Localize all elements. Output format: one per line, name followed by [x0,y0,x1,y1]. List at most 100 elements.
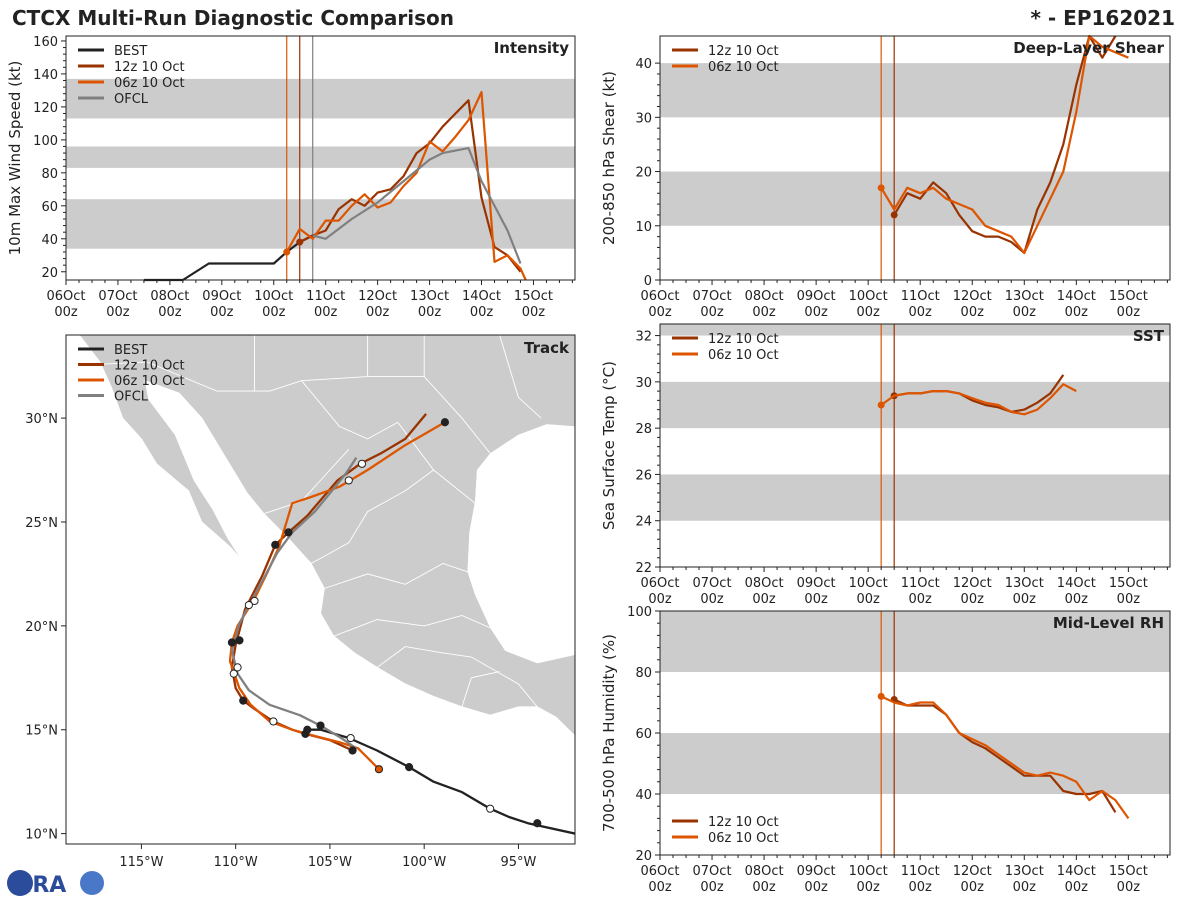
x-tick-label-date: 15Oct [1109,576,1148,591]
x-tick-label-hour: 00z [961,880,985,895]
legend-label-best: BEST [114,343,147,358]
sst-panel: 22242628303206Oct00z07Oct00z08Oct00z09Oc… [600,323,1171,607]
state-border [310,469,434,564]
x-tick-label-date: 09Oct [797,864,836,879]
legend-label-run12: 12z 10 Oct [708,815,779,830]
x-tick-label-date: 06Oct [640,864,679,879]
x-tick-label-hour: 00z [752,880,776,895]
x-tick-label-date: 14Oct [1057,576,1096,591]
y-tick-label: 10 [635,220,652,235]
series-line-run12 [299,99,522,273]
legend-label-run12: 12z 10 Oct [114,60,185,75]
legend-label-run06: 06z 10 Oct [708,60,779,75]
y-tick-label: 22 [635,561,652,576]
legend-label-ofcl: OFCL [114,92,149,107]
shade-band [660,381,1170,429]
figure-title: CTCX Multi-Run Diagnostic Comparison [12,6,454,30]
rh-panel: 2040608010006Oct00z07Oct00z08Oct00z09Oct… [600,605,1171,895]
x-tick-label-hour: 00z [366,305,390,320]
series-line-run06 [880,383,1077,416]
x-tick-label-date: 12Oct [953,864,992,879]
x-tick-label-date: 09Oct [202,289,241,304]
x-tick-label-hour: 00z [648,305,672,320]
x-tick-label-date: 10Oct [254,289,293,304]
x-tick-label-hour: 00z [106,305,130,320]
y-tick-label: 60 [41,200,58,215]
x-tick-label-hour: 00z [648,880,672,895]
y-tick-label: 24 [635,515,652,530]
series-line-run12 [893,34,1117,254]
y-tick-label: 0 [644,274,652,289]
x-tick-label-hour: 00z [1013,305,1037,320]
x-tick-label-date: 15Oct [1109,864,1148,879]
lon-tick-label: 115°W [119,855,163,870]
x-tick-label-hour: 00z [210,305,234,320]
x-tick-label-hour: 00z [158,305,182,320]
track-point-run12 [235,636,244,645]
series-line-run06 [285,90,527,281]
lat-tick-label: 10°N [25,828,58,843]
x-tick-label-hour: 00z [752,305,776,320]
track-line-best [305,728,575,835]
x-tick-label-hour: 00z [856,592,880,607]
x-tick-label-date: 06Oct [640,289,679,304]
panel-title: SST [1133,327,1165,345]
shade-band [66,146,575,168]
x-tick-label-date: 14Oct [1057,864,1096,879]
track-point-run06 [303,725,312,734]
legend-label-best: BEST [114,44,147,59]
x-tick-label-hour: 00z [262,305,286,320]
x-tick-label-hour: 00z [1117,880,1141,895]
init-point-run06 [877,692,885,700]
x-tick-label-date: 06Oct [640,576,679,591]
track-point-run06 [250,596,259,606]
x-tick-label-hour: 00z [648,592,672,607]
x-tick-label-hour: 00z [961,592,985,607]
series-line-run12 [893,698,1117,813]
x-tick-label-hour: 00z [961,305,985,320]
lat-tick-label: 20°N [25,620,58,635]
x-tick-label-date: 10Oct [849,864,888,879]
state-border [376,646,538,708]
init-point-run06 [877,184,885,192]
track-point-run12 [271,540,280,549]
x-tick-label-date: 08Oct [745,576,784,591]
x-tick-label-date: 14Oct [1057,289,1096,304]
series-line-ofcl [312,147,522,264]
legend-label-run06: 06z 10 Oct [708,348,779,363]
x-tick-label-date: 07Oct [98,289,137,304]
init-point-run12 [296,238,304,246]
x-tick-label-date: 07Oct [693,576,732,591]
y-tick-label: 32 [635,330,652,345]
state-border [324,563,468,589]
init-point-run12 [890,211,898,219]
legend-label-run06: 06z 10 Oct [114,374,185,389]
y-tick-label: 30 [635,111,652,126]
y-tick-label: 40 [41,233,58,248]
panel-title: Intensity [494,39,570,57]
x-tick-label-date: 07Oct [693,289,732,304]
y-tick-label: 80 [635,666,652,681]
x-tick-label-hour: 00z [804,592,828,607]
init-point-run06 [283,248,291,256]
logo-swirl-icon [80,871,104,895]
state-border [263,448,350,515]
legend-label-run12: 12z 10 Oct [708,332,779,347]
y-tick-label: 40 [635,788,652,803]
legend-label-run12: 12z 10 Oct [114,359,185,374]
x-tick-label-hour: 00z [700,880,724,895]
x-tick-label-hour: 00z [700,305,724,320]
y-tick-label: 60 [635,727,652,742]
y-tick-label: 160 [33,35,58,50]
track-point-run12 [239,696,248,705]
y-tick-label: 100 [33,134,58,149]
panel-title: Mid-Level RH [1053,614,1164,632]
shade-band [660,733,1170,794]
track-point-ofcl [229,669,238,678]
state-border [333,615,491,637]
x-tick-label-hour: 00z [856,880,880,895]
x-tick-label-date: 13Oct [1005,289,1044,304]
track-point-best [533,819,542,828]
shear-panel: 01020304006Oct00z07Oct00z08Oct00z09Oct00… [600,34,1171,320]
